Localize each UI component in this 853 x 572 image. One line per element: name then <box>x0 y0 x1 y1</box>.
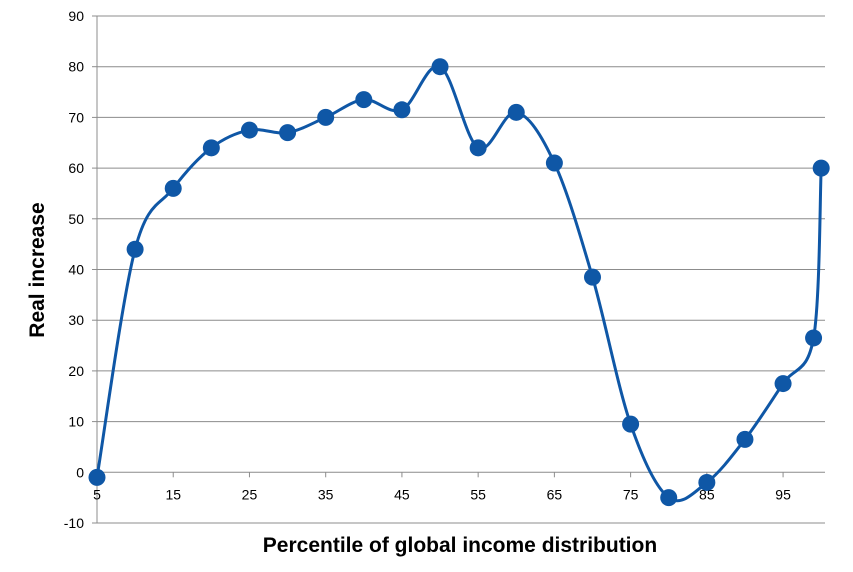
x-tick-label: 15 <box>165 486 181 502</box>
data-point <box>812 159 830 177</box>
y-tick-label: 20 <box>68 363 84 379</box>
y-tick-label: -10 <box>64 515 84 531</box>
data-point <box>279 124 297 142</box>
data-point <box>164 179 182 197</box>
y-tick-label: 30 <box>68 312 84 328</box>
y-tick-label: 10 <box>68 414 84 430</box>
series-line <box>95 64 823 503</box>
y-tick-label: 40 <box>68 262 84 278</box>
data-point <box>507 103 525 121</box>
x-tick-label: 65 <box>547 486 563 502</box>
data-point <box>805 329 823 347</box>
y-tick-label: 50 <box>68 211 84 227</box>
data-point <box>660 489 678 507</box>
x-axis-title: Percentile of global income distribution <box>263 534 657 557</box>
data-point <box>698 473 716 491</box>
data-point <box>736 430 754 448</box>
x-tick-label: 45 <box>394 486 410 502</box>
data-point <box>469 139 487 157</box>
data-point <box>545 154 563 172</box>
y-tick-label: 80 <box>68 59 84 75</box>
x-tick-label: 55 <box>470 486 486 502</box>
y-tick-label: 70 <box>68 109 84 125</box>
series-layer <box>88 58 830 507</box>
data-point <box>355 91 373 109</box>
y-tick-label: 0 <box>76 464 84 480</box>
axes <box>92 15 825 524</box>
x-tick-label: 75 <box>623 486 639 502</box>
y-tick-label: 90 <box>68 8 84 24</box>
data-point <box>88 468 106 486</box>
x-tick-label: 35 <box>318 486 334 502</box>
x-tick-label: 5 <box>93 486 101 502</box>
y-tick-labels: 90 80 70 60 50 40 30 20 10 0 -10 <box>64 8 84 531</box>
data-point <box>583 268 601 286</box>
x-tick-label: 25 <box>242 486 258 502</box>
x-tick-labels: 5 15 25 35 45 55 65 75 85 95 <box>93 486 791 502</box>
data-point <box>431 58 449 76</box>
x-tick-label: 85 <box>699 486 715 502</box>
grid-lines <box>97 15 825 524</box>
data-point <box>317 108 335 126</box>
data-point <box>774 375 792 393</box>
y-tick-label: 60 <box>68 160 84 176</box>
x-tick-label: 95 <box>775 486 791 502</box>
data-point <box>393 101 411 119</box>
data-point <box>202 139 220 157</box>
y-axis-title: Real increase <box>26 202 49 337</box>
data-point <box>240 121 258 139</box>
data-point <box>622 415 640 433</box>
data-point <box>126 240 144 258</box>
